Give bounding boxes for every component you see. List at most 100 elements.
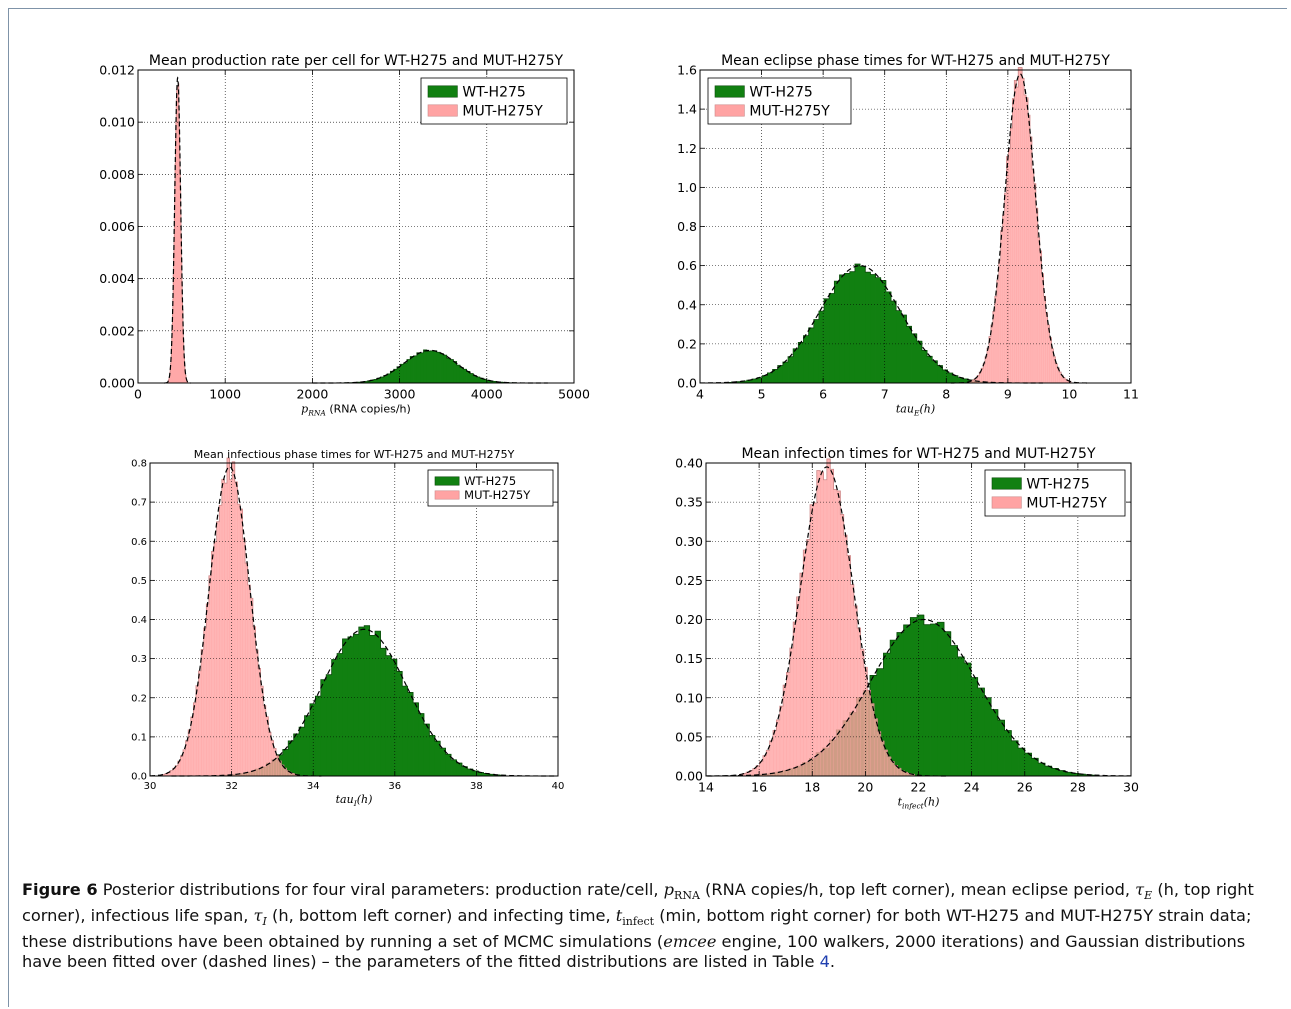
histogram-bar [834,281,840,383]
histogram-bar [803,550,808,776]
histogram-bar [997,720,1005,776]
caption-text-7: . [829,952,836,972]
legend: WT-H275 MUT-H275Y [420,77,568,125]
histogram-bar [413,355,418,383]
histogram-bar [756,765,760,776]
histogram-bar [429,735,436,776]
histogram-bar [850,584,855,776]
histogram-bar [907,773,912,776]
legend-label: WT-H275 [462,85,525,101]
plot-frame [137,69,575,384]
histogram-bar [183,749,187,776]
histogram-bar [331,659,338,776]
histogram-bar [294,774,298,776]
histogram-bar [1031,758,1039,776]
histogram-bar [252,626,256,776]
plot-frame [149,462,559,777]
histogram-bar [884,749,888,776]
histogram-bar [957,656,965,776]
histogram-bar [917,615,925,776]
histogram-bar [867,690,871,776]
histogram-bar [1012,98,1015,383]
histogram-bar [1035,208,1039,383]
histogram-bar [833,489,838,776]
histogram-bar [883,653,891,776]
x-tick-label: 20 [857,780,873,795]
figure-frame [8,8,1287,1007]
histogram-bar [413,702,419,776]
histogram-bar [836,490,841,776]
histogram-bar [992,311,996,383]
histogram-bar [255,649,259,776]
histogram-bar [1004,193,1007,383]
histogram-bar [769,740,774,776]
y-tick-label: 0.30 [675,534,703,549]
histogram-bar [288,772,292,776]
x-tick-label: 8 [942,387,950,402]
histogram-bar [242,538,246,776]
histogram-bar [175,765,179,776]
histogram-bar [779,706,784,776]
histogram-bar [226,458,230,776]
histogram-bar [1049,337,1052,383]
histogram-bar [880,280,887,383]
histogram-bar [996,280,1000,383]
y-tick-label: 1.6 [677,63,697,78]
histogram-bar [977,375,980,383]
legend-label: WT-H275 [464,474,516,488]
histogram-bar [270,740,274,776]
plot-frame [699,69,1132,384]
histogram-bar [799,573,804,776]
histogram-bar [916,341,923,383]
y-tick-label: 0.2 [677,336,697,351]
histogram-bar [897,768,902,776]
histogram-bar [406,359,411,383]
histogram-bar [385,655,392,776]
histogram-bar [808,327,815,383]
histogram-bar [944,631,952,776]
histogram-bar [910,774,915,776]
histogram-bar [473,375,477,383]
y-tick-label: 0.006 [99,219,135,234]
histogram-bar [829,293,835,383]
histogram-bar [1022,78,1025,383]
legend-box [427,469,554,507]
histogram-bar [788,356,794,383]
x-tick-label: 9 [1004,387,1012,402]
caption-tauI-symbol: τ [253,906,263,926]
histogram-bar [818,311,825,383]
histogram-bar [426,351,431,383]
histogram-bar [214,541,218,776]
histogram-bar [1024,753,1032,776]
histogram-bar [479,378,484,383]
histogram-bar [1053,356,1056,383]
histogram-bar [873,718,878,776]
histogram-bar [1004,730,1012,776]
y-tick-label: 0.0 [677,376,697,391]
histogram-bar [180,755,184,776]
x-tick-label: 5000 [558,387,590,402]
caption-t-symbol: t [615,906,623,926]
caption-t-subscript: infect [622,915,655,929]
caption-emcee: emcee [663,932,717,952]
y-tick-label: 1.0 [677,180,697,195]
histogram-bar [877,731,882,776]
histogram-bar [436,352,441,383]
histogram-bar [840,514,845,776]
y-tick-label: 0.4 [131,615,147,626]
histogram-bar [364,625,371,776]
histogram-bar [854,264,861,383]
caption-table-link[interactable]: 4 [819,952,830,972]
histogram-bar [903,624,911,776]
x-tick-label: 1000 [209,387,241,402]
x-tick-label: 2000 [296,387,328,402]
histogram-bar [746,380,753,383]
x-axis-label: tinfect(h) [898,796,940,811]
histogram-bar [766,750,771,776]
histogram-bar [904,772,909,776]
histogram-bar [265,716,269,776]
histogram-bar [870,274,876,383]
histogram-bar [440,748,446,776]
histogram-bar [796,596,801,776]
legend-swatch [434,490,460,500]
